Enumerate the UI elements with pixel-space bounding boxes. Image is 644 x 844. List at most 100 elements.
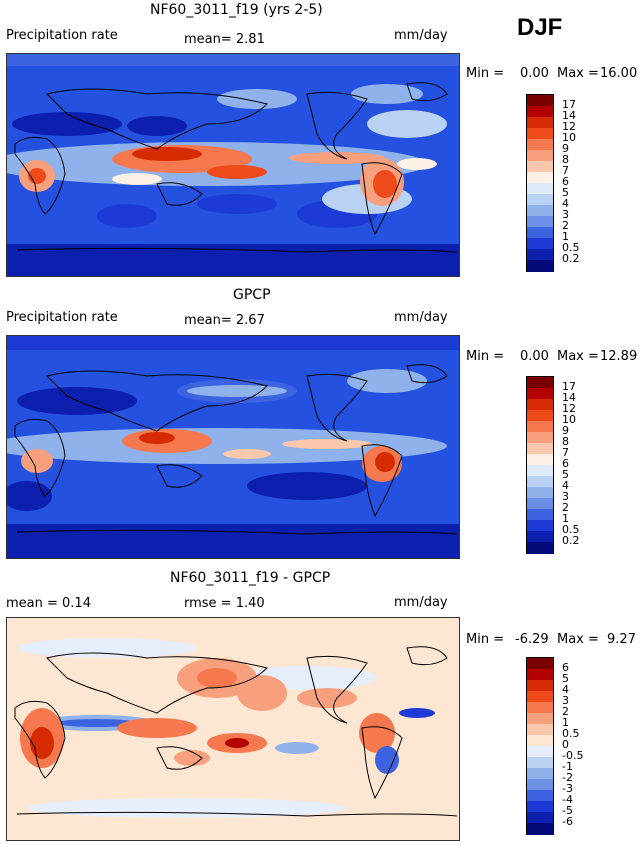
colorbar-swatch — [527, 509, 553, 521]
colorbar-tick-label: -4 — [562, 793, 573, 806]
colorbar-swatch — [527, 117, 553, 129]
colorbar-tick-label: 8 — [562, 153, 569, 166]
colorbar — [526, 94, 554, 272]
colorbar-tick-label: 4 — [562, 479, 569, 492]
colorbar-tick-label: 0.5 — [562, 523, 580, 536]
colorbar-tick-label: -6 — [562, 815, 573, 828]
colorbar-tick-label: 0.5 — [562, 241, 580, 254]
colorbar-tick-label: 5 — [562, 186, 569, 199]
colorbar-swatch — [527, 498, 553, 510]
colorbar-swatch — [527, 801, 553, 813]
colorbar-tick-label: 17 — [562, 98, 576, 111]
colorbar-tick-label: 6 — [562, 175, 569, 188]
panel-title: NF60_3011_f19 (yrs 2-5) — [150, 2, 323, 18]
precip-map — [6, 335, 460, 559]
colorbar-swatch — [527, 139, 553, 151]
map-graphic — [7, 618, 459, 840]
min-label: Min = — [466, 66, 505, 81]
colorbar-tick-label: 0 — [562, 738, 569, 751]
colorbar-tick-label: 9 — [562, 142, 569, 155]
colorbar-swatch — [527, 432, 553, 444]
colorbar-tick-label: 2 — [562, 219, 569, 232]
colorbar-tick-label: -5 — [562, 804, 573, 817]
colorbar-swatch — [527, 377, 553, 389]
colorbar-swatch — [527, 238, 553, 250]
colorbar-swatch — [527, 399, 553, 411]
colorbar-tick-label: 12 — [562, 402, 576, 415]
colorbar-tick-label: 2 — [562, 501, 569, 514]
colorbar-swatch — [527, 205, 553, 217]
colorbar — [526, 657, 554, 835]
colorbar-swatch — [527, 691, 553, 703]
colorbar-swatch — [527, 823, 553, 835]
colorbar-swatch — [527, 388, 553, 400]
colorbar-swatch — [527, 702, 553, 714]
map-graphic — [7, 54, 459, 276]
season-label: DJF — [517, 14, 563, 41]
min-label: Min = — [466, 632, 505, 647]
colorbar-swatch — [527, 150, 553, 162]
colorbar-swatch — [527, 128, 553, 140]
colorbar-tick-label: -0.5 — [562, 749, 584, 762]
colorbar-swatch — [527, 106, 553, 118]
colorbar-tick-label: 7 — [562, 164, 569, 177]
colorbar-tick-label: 12 — [562, 120, 576, 133]
colorbar-swatch — [527, 249, 553, 261]
colorbar-tick-label: 1 — [562, 512, 569, 525]
colorbar-tick-label: -3 — [562, 782, 573, 795]
colorbar-swatch — [527, 735, 553, 747]
colorbar-tick-label: 4 — [562, 683, 569, 696]
colorbar-swatch — [527, 421, 553, 433]
colorbar-swatch — [527, 768, 553, 780]
colorbar-swatch — [527, 757, 553, 769]
map-graphic — [7, 336, 459, 558]
rmse-value: rmse = 1.40 — [184, 596, 265, 611]
colorbar-swatch — [527, 216, 553, 228]
colorbar-swatch — [527, 520, 553, 532]
min-value: 0.00 — [520, 349, 549, 364]
max-label: Max = — [557, 632, 599, 647]
colorbar-swatch — [527, 454, 553, 466]
panel-title: NF60_3011_f19 - GPCP — [170, 570, 331, 586]
colorbar-swatch — [527, 194, 553, 206]
max-label: Max = — [557, 349, 599, 364]
colorbar-tick-label: -2 — [562, 771, 573, 784]
colorbar-swatch — [527, 95, 553, 107]
colorbar-swatch — [527, 260, 553, 272]
colorbar-swatch — [527, 658, 553, 670]
colorbar-tick-label: 10 — [562, 413, 576, 426]
colorbar-swatch — [527, 443, 553, 455]
units-label: mm/day — [394, 28, 448, 43]
colorbar-tick-label: 2 — [562, 705, 569, 718]
colorbar-swatch — [527, 779, 553, 791]
colorbar-swatch — [527, 680, 553, 692]
colorbar-tick-label: 9 — [562, 424, 569, 437]
colorbar-tick-label: 8 — [562, 435, 569, 448]
field-label: Precipitation rate — [6, 28, 118, 43]
colorbar-swatch — [527, 746, 553, 758]
colorbar-tick-label: 3 — [562, 694, 569, 707]
max-value: 9.27 — [607, 632, 636, 647]
colorbar-tick-label: 0.2 — [562, 534, 580, 547]
colorbar-tick-label: 17 — [562, 380, 576, 393]
colorbar-tick-label: 1 — [562, 716, 569, 729]
colorbar-tick-label: 5 — [562, 672, 569, 685]
colorbar-tick-label: 6 — [562, 457, 569, 470]
colorbar-tick-label: 1 — [562, 230, 569, 243]
colorbar-swatch — [527, 172, 553, 184]
colorbar-swatch — [527, 531, 553, 543]
mean-value: mean= 2.81 — [184, 32, 265, 47]
field-label: Precipitation rate — [6, 310, 118, 325]
max-value: 12.89 — [600, 349, 638, 364]
units-label: mm/day — [394, 595, 448, 610]
colorbar-tick-label: 0.2 — [562, 252, 580, 265]
colorbar-tick-label: 5 — [562, 468, 569, 481]
colorbar-tick-label: 0.5 — [562, 727, 580, 740]
colorbar-swatch — [527, 476, 553, 488]
max-label: Max = — [557, 66, 599, 81]
colorbar-tick-label: 7 — [562, 446, 569, 459]
colorbar-swatch — [527, 669, 553, 681]
mean-value: mean= 2.67 — [184, 313, 265, 328]
colorbar-swatch — [527, 465, 553, 477]
colorbar-swatch — [527, 812, 553, 824]
